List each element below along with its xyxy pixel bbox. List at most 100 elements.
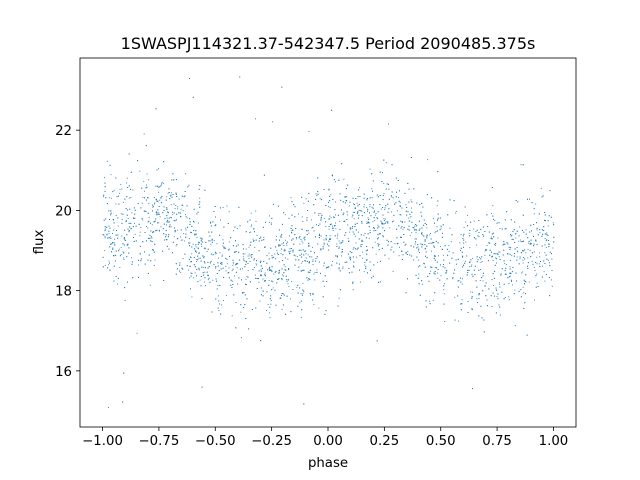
data-point (190, 261, 192, 263)
data-point (505, 264, 507, 265)
data-point (283, 212, 285, 214)
data-point (497, 293, 499, 295)
data-point (251, 254, 253, 255)
data-point (188, 238, 190, 240)
data-point (118, 203, 120, 205)
data-point (223, 247, 225, 249)
data-point (311, 246, 313, 248)
data-point (170, 194, 172, 196)
data-point (299, 236, 301, 238)
data-point (476, 286, 478, 288)
data-point (270, 303, 272, 305)
data-point (255, 210, 257, 212)
data-point (538, 213, 540, 215)
data-point (137, 160, 139, 162)
data-point (433, 242, 435, 244)
data-point (444, 267, 446, 269)
data-point (167, 236, 169, 238)
data-point (507, 243, 509, 245)
data-point (426, 224, 427, 226)
data-point (307, 254, 309, 256)
data-point (514, 289, 516, 291)
data-point (478, 293, 480, 294)
data-point (281, 248, 283, 250)
data-point (147, 197, 149, 199)
data-point (225, 265, 227, 267)
data-point (167, 211, 169, 213)
data-point (196, 268, 198, 270)
data-point (388, 198, 390, 200)
data-point (477, 235, 479, 237)
data-point (491, 212, 492, 214)
data-point (389, 227, 391, 229)
data-point (375, 253, 377, 255)
data-point (545, 274, 547, 275)
data-point (253, 267, 255, 268)
data-point (508, 283, 510, 284)
data-point (160, 197, 162, 199)
data-point (549, 251, 551, 253)
data-point (175, 263, 177, 265)
data-point (261, 239, 263, 241)
data-point (126, 244, 128, 246)
data-point (544, 252, 546, 254)
data-point (549, 295, 551, 297)
data-point (172, 214, 174, 216)
data-point (179, 270, 180, 272)
data-point (272, 281, 274, 283)
data-point (222, 239, 224, 241)
data-point (247, 221, 249, 223)
data-point (418, 283, 420, 285)
data-point (198, 267, 200, 269)
data-point (493, 243, 495, 245)
data-point (465, 221, 467, 223)
data-point (323, 239, 325, 241)
data-point (398, 225, 400, 227)
data-point (244, 253, 246, 255)
data-point (332, 260, 333, 262)
data-point (544, 219, 546, 221)
data-point (210, 222, 212, 224)
data-point (242, 256, 244, 258)
data-point (399, 190, 400, 192)
data-point (266, 255, 268, 257)
data-point (226, 259, 228, 260)
data-point (470, 259, 472, 261)
data-point (421, 234, 423, 235)
data-point (200, 260, 202, 262)
data-point (449, 199, 451, 201)
data-point (193, 208, 195, 210)
data-point (119, 255, 121, 257)
data-point (301, 216, 303, 218)
data-point (293, 204, 295, 206)
data-point (271, 270, 273, 272)
data-point (108, 230, 110, 232)
data-point (293, 254, 295, 256)
data-point (514, 221, 516, 223)
data-point (371, 277, 373, 279)
data-point (168, 234, 170, 236)
data-point (305, 253, 307, 255)
data-point (549, 262, 550, 264)
data-point (322, 280, 324, 282)
data-point (344, 220, 346, 222)
data-point (522, 214, 524, 216)
data-point (108, 197, 110, 199)
data-point (109, 164, 111, 166)
data-point (189, 245, 190, 247)
data-point (448, 251, 450, 253)
data-point (136, 332, 138, 334)
data-point (384, 208, 386, 210)
data-point (312, 293, 314, 295)
data-point (466, 274, 468, 276)
data-point (410, 216, 412, 218)
data-point (302, 261, 304, 263)
data-point (264, 246, 266, 248)
data-point (319, 223, 321, 225)
data-point (440, 275, 442, 277)
data-point (361, 220, 363, 222)
data-point (363, 204, 365, 206)
data-point (234, 275, 235, 277)
data-point (302, 289, 304, 291)
data-point (175, 192, 177, 194)
